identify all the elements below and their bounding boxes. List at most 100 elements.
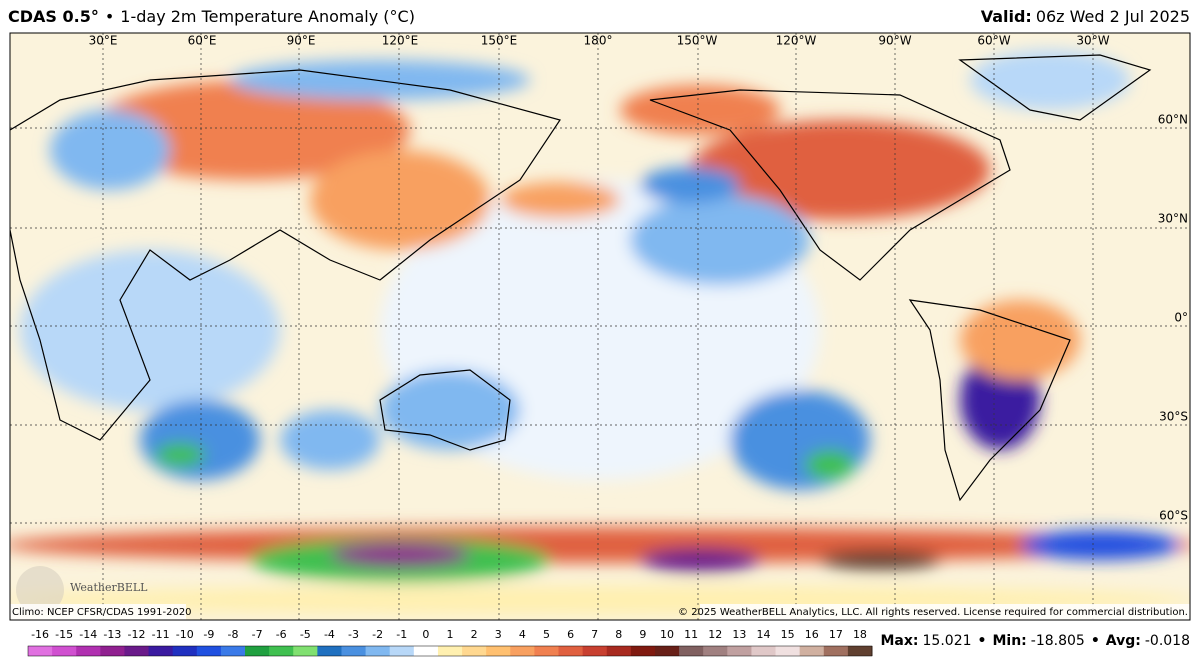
colorbar-tick-label: -16 xyxy=(31,628,49,641)
colorbar-tick-label: -14 xyxy=(79,628,97,641)
colorbar-segment xyxy=(341,646,367,656)
longitude-label: 150°W xyxy=(677,34,718,48)
colorbar-tick-label: 4 xyxy=(519,628,526,641)
colorbar-tick-label: -4 xyxy=(324,628,335,641)
longitude-labels: 30°E 60°E 90°E 120°E 150°E 180° 150°W 120°W 90°W… xyxy=(89,34,1110,48)
climo-note: Climo: NCEP CFSR/CDAS 1991-2020 xyxy=(12,607,192,618)
colorbar-tick-label: -7 xyxy=(252,628,263,641)
colorbar-segment xyxy=(654,646,680,656)
colorbar-tick-label: -3 xyxy=(348,628,359,641)
logo-mark xyxy=(16,566,64,614)
colorbar-segment xyxy=(365,646,391,656)
valid-time: 06z Wed 2 Jul 2025 xyxy=(1036,7,1190,26)
longitude-label: 60°W xyxy=(977,34,1010,48)
stats-separator: • xyxy=(978,633,987,649)
colorbar-segment xyxy=(100,646,125,656)
latitude-label: 60°S xyxy=(1159,509,1188,523)
latitude-label: 30°N xyxy=(1158,212,1188,226)
colorbar-frame xyxy=(27,645,873,657)
colorbar-segment xyxy=(413,646,439,656)
longitude-label: 30°E xyxy=(89,34,118,48)
colorbar-tick-label: 1 xyxy=(447,628,454,641)
colorbar-tick-label: -6 xyxy=(276,628,287,641)
longitude-label: 120°E xyxy=(382,34,419,48)
colorbar-segment xyxy=(558,646,584,656)
colorbar-tick-label: 13 xyxy=(732,628,746,641)
anomaly-field xyxy=(10,50,1190,615)
colorbar-segment xyxy=(799,646,825,656)
model: CDAS 0.5° xyxy=(8,7,99,26)
colorbar-tick-label: 17 xyxy=(829,628,843,641)
longitude-label: 180° xyxy=(584,34,613,48)
colorbar-segment xyxy=(124,646,150,656)
colorbar-tick-label: -10 xyxy=(176,628,194,641)
colorbar-segment xyxy=(245,646,270,656)
colorbar-tick-label: -11 xyxy=(152,628,170,641)
title: CDAS 0.5° • 1-day 2m Temperature Anomaly (… xyxy=(8,7,415,26)
colorbar-segment xyxy=(823,646,849,656)
colorbar-segment xyxy=(679,646,704,656)
colorbar-tick-label: 5 xyxy=(543,628,550,641)
latitude-label: 0° xyxy=(1174,311,1188,325)
stat-value: -0.018 xyxy=(1145,633,1190,649)
colorbar-segment xyxy=(606,646,632,656)
logo: WeatherBELL xyxy=(70,581,148,594)
stats-separator: • xyxy=(1091,633,1100,649)
stat-label: Avg: xyxy=(1106,633,1141,649)
valid-label: Valid: xyxy=(981,7,1032,26)
latitude-label: 30°S xyxy=(1159,410,1188,424)
colorbar-tick-label: 0 xyxy=(422,628,429,641)
copyright: © 2025 WeatherBELL Analytics, LLC. All r… xyxy=(678,607,1188,618)
colorbar-segment xyxy=(462,646,487,656)
colorbar-tick-label: -2 xyxy=(372,628,383,641)
colorbar-tick-label: 2 xyxy=(471,628,478,641)
colorbar-tick-label: -12 xyxy=(128,628,146,641)
colorbar-segment xyxy=(582,646,608,656)
colorbar-segment xyxy=(269,646,294,656)
longitude-label: 150°E xyxy=(481,34,518,48)
colorbar-tick-label: -1 xyxy=(396,628,407,641)
graticule xyxy=(10,33,1190,620)
coastlines xyxy=(10,54,1152,502)
colorbar-segment xyxy=(703,646,728,656)
colorbar-tick-label: 9 xyxy=(639,628,646,641)
colorbar-segment xyxy=(847,646,873,656)
map: 30°E 60°E 90°E 120°E 150°E 180° 150°W 120°W 90°W… xyxy=(10,33,1190,620)
colorbar-segment xyxy=(630,646,656,656)
colorbar-tick-label: 12 xyxy=(708,628,722,641)
colorbar-tick-label: 16 xyxy=(805,628,819,641)
colorbar-tick-label: 18 xyxy=(853,628,867,641)
colorbar-segment xyxy=(727,646,752,656)
colorbar-tick-label: 15 xyxy=(781,628,795,641)
stat-label: Max: xyxy=(881,633,919,649)
longitude-label: 90°W xyxy=(878,34,911,48)
colorbar-tick-label: -15 xyxy=(55,628,73,641)
longitude-label: 90°E xyxy=(287,34,316,48)
colorbar-tick-label: -8 xyxy=(227,628,238,641)
colorbar-segment xyxy=(28,646,53,656)
stats: Max: 15.021 • Min: -18.805 • Avg: -0.018 xyxy=(881,633,1191,649)
colorbar-segment xyxy=(52,646,77,656)
stat-value: 15.021 xyxy=(923,633,972,649)
colorbar-tick-label: 7 xyxy=(591,628,598,641)
colorbar-segment xyxy=(196,646,222,656)
colorbar-segment xyxy=(317,646,342,656)
colorbar-segment xyxy=(172,646,198,656)
colorbar: -16 -15 -14 -13 -12 -11 -10 -9 -8 -7 -6 -5 -4 -3 -2 -1 0… xyxy=(27,628,873,657)
stat-value: -18.805 xyxy=(1031,633,1085,649)
title-text: 1-day 2m Temperature Anomaly (°C) xyxy=(120,7,415,26)
colorbar-segment xyxy=(486,646,511,656)
colorbar-segment xyxy=(437,646,463,656)
longitude-label: 120°W xyxy=(776,34,817,48)
valid: Valid: 06z Wed 2 Jul 2025 xyxy=(981,7,1190,26)
colorbar-segment xyxy=(510,646,535,656)
colorbar-tick-label: 8 xyxy=(615,628,622,641)
colorbar-segment xyxy=(76,646,101,656)
separator: • xyxy=(105,7,114,26)
colorbar-tick-label: -9 xyxy=(203,628,214,641)
colorbar-tick-label: -13 xyxy=(103,628,121,641)
latitude-labels: 60°N 30°N 0° 30°S 60°S xyxy=(1158,113,1188,523)
colorbar-segment xyxy=(751,646,777,656)
